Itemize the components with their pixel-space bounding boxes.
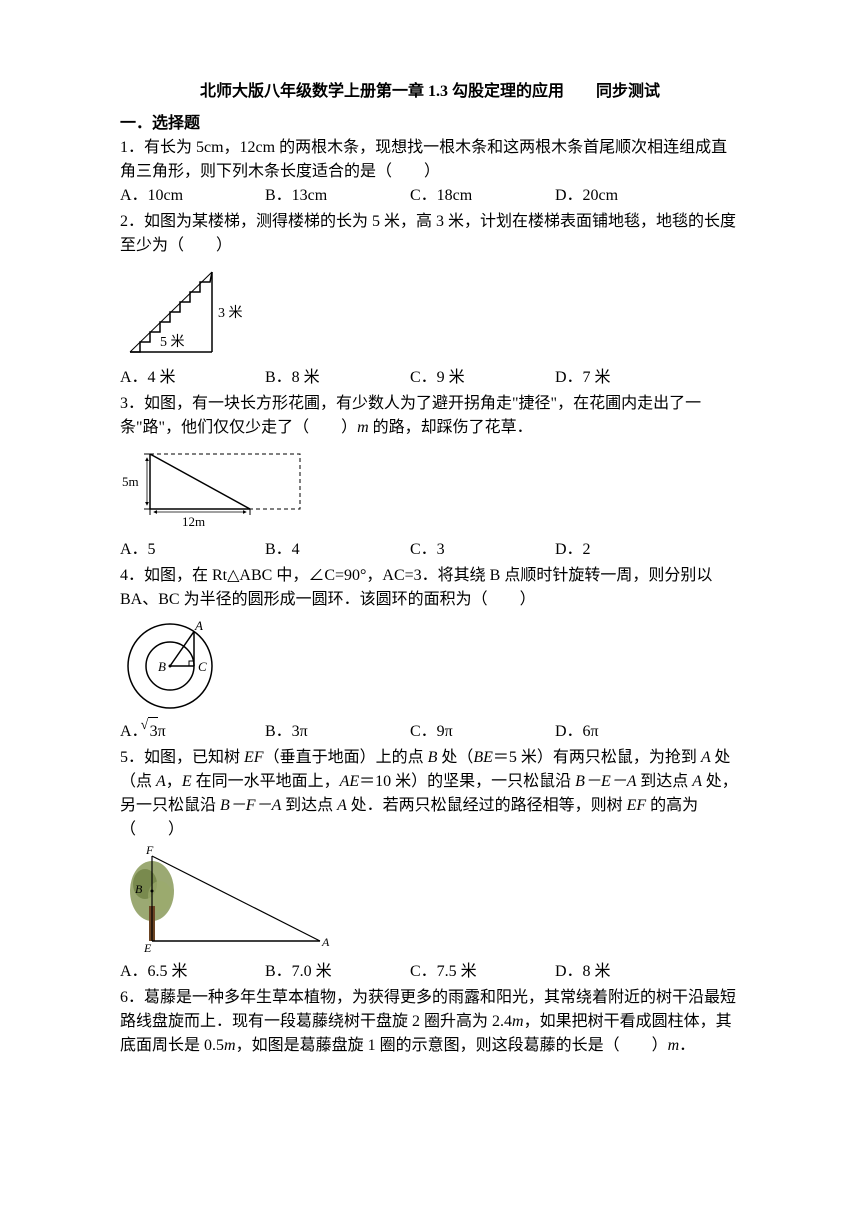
q4-label-a: A: [194, 618, 203, 633]
question-5: 5．如图，已知树 EF（垂直于地面）上的点 B 处（BE＝5 米）有两只松鼠，为…: [120, 746, 740, 984]
q2-option-b: B．8 米: [265, 366, 410, 390]
q6-text: 6．葛藤是一种多年生草本植物，为获得更多的雨露和阳光，其常绕着附近的树干沿最短路…: [120, 986, 740, 1058]
q5-option-d: D．8 米: [555, 960, 700, 984]
q1-option-b: B．13cm: [265, 184, 410, 208]
q4-opta-suffix: π: [158, 723, 166, 740]
staircase-diagram: 3 米 5 米: [120, 262, 280, 362]
q5-text: 5．如图，已知树 EF（垂直于地面）上的点 B 处（BE＝5 米）有两只松鼠，为…: [120, 746, 740, 842]
q3-option-a: A．5: [120, 538, 265, 562]
q5-ae: AE: [340, 773, 360, 790]
q4-label-c: C: [198, 659, 207, 674]
q5-a4: A: [337, 797, 350, 814]
q2-option-c: C．9 米: [410, 366, 555, 390]
ring-diagram: A B C: [120, 616, 230, 716]
q4-option-a: A．√3π: [120, 720, 265, 744]
q4-option-d: D．6π: [555, 720, 700, 744]
q3-options: A．5 B．4 C．3 D．2: [120, 538, 740, 562]
q2-height-label: 3 米: [218, 305, 243, 321]
tree-squirrel-diagram: F B E A: [120, 846, 340, 956]
q3-text-p2: 的路，却踩伤了花草．: [369, 419, 533, 436]
q5-label-f: F: [145, 846, 154, 857]
q5-a2: A: [156, 773, 166, 790]
q5-ef1: EF: [244, 749, 264, 766]
q1-option-a: A．10cm: [120, 184, 265, 208]
q5-p8: ＝10 米）的坚果，一只松鼠沿: [359, 773, 575, 790]
q4-option-c: C．9π: [410, 720, 555, 744]
q4-text: 4．如图，在 Rt△ABC 中，∠C=90°，AC=3．将其绕 B 点顺时针旋转…: [120, 564, 740, 612]
q2-base-label: 5 米: [160, 334, 185, 350]
q3-option-d: D．2: [555, 538, 700, 562]
q5-option-b: B．7.0 米: [265, 960, 410, 984]
section-header: 一．选择题: [120, 112, 740, 136]
q5-p3: 处（: [441, 749, 473, 766]
q5-p2: （垂直于地面）上的点: [264, 749, 428, 766]
q3-option-b: B．4: [265, 538, 410, 562]
q5-a3: A: [692, 773, 705, 790]
q1-options: A．10cm B．13cm C．18cm D．20cm: [120, 184, 740, 208]
q4-options: A．√3π B．3π C．9π D．6π: [120, 720, 740, 744]
q3-base-label: 12m: [182, 514, 205, 529]
q4-opta-val: 3: [148, 723, 158, 740]
q5-e1: E: [182, 773, 196, 790]
q6-m2: m: [224, 1037, 236, 1054]
q5-p12: 处．若两只松鼠经过的路径相等，则树: [351, 797, 627, 814]
q4-label-b: B: [158, 659, 166, 674]
q5-option-a: A．6.5 米: [120, 960, 265, 984]
q1-option-c: C．18cm: [410, 184, 555, 208]
q1-option-d: D．20cm: [555, 184, 700, 208]
q3-unit: m: [357, 419, 369, 436]
question-2: 2．如图为某楼梯，测得楼梯的长为 5 米，高 3 米，计划在楼梯表面铺地毯，地毯…: [120, 210, 740, 390]
q5-option-c: C．7.5 米: [410, 960, 555, 984]
q5-ef2: EF: [627, 797, 651, 814]
q6-m3: m: [668, 1037, 680, 1054]
question-1: 1．有长为 5cm，12cm 的两根木条，现想找一根木条和这两根木条首尾顺次相连…: [120, 136, 740, 208]
q5-options: A．6.5 米 B．7.0 米 C．7.5 米 D．8 米: [120, 960, 740, 984]
q3-figure: 5m 12m: [120, 444, 740, 534]
q5-p6: ，: [166, 773, 182, 790]
rectangle-shortcut-diagram: 5m 12m: [120, 444, 320, 534]
q2-option-d: D．7 米: [555, 366, 700, 390]
q5-be: BE: [473, 749, 493, 766]
q5-figure: F B E A: [120, 846, 740, 956]
q5-a1: A: [701, 749, 714, 766]
q3-height-label: 5m: [122, 474, 139, 489]
q5-label-e: E: [143, 941, 152, 955]
q6-p3: ，如图是葛藤盘旋 1 圈的示意图，则这段葛藤的长是（ ）: [236, 1037, 668, 1054]
q2-option-a: A．4 米: [120, 366, 265, 390]
q2-text: 2．如图为某楼梯，测得楼梯的长为 5 米，高 3 米，计划在楼梯表面铺地毯，地毯…: [120, 210, 740, 258]
q2-options: A．4 米 B．8 米 C．9 米 D．7 米: [120, 366, 740, 390]
q5-p11: 到达点: [285, 797, 337, 814]
q5-p1: 5．如图，已知树: [120, 749, 244, 766]
q5-path2: B－F－A: [220, 797, 285, 814]
q5-path1: B－E－A: [575, 773, 640, 790]
question-4: 4．如图，在 Rt△ABC 中，∠C=90°，AC=3．将其绕 B 点顺时针旋转…: [120, 564, 740, 744]
q5-p9: 到达点: [640, 773, 692, 790]
question-6: 6．葛藤是一种多年生草本植物，为获得更多的雨露和阳光，其常绕着附近的树干沿最短路…: [120, 986, 740, 1058]
q6-m1: m: [512, 1013, 524, 1030]
q4-figure: A B C: [120, 616, 740, 716]
document-title: 北师大版八年级数学上册第一章 1.3 勾股定理的应用 同步测试: [120, 80, 740, 104]
q5-p4: ＝5 米）有两只松鼠，为抢到: [493, 749, 701, 766]
q3-text: 3．如图，有一块长方形花圃，有少数人为了避开拐角走"捷径"，在花圃内走出了一条"…: [120, 392, 740, 440]
q4-option-b: B．3π: [265, 720, 410, 744]
q5-b1: B: [428, 749, 442, 766]
q6-p4: ．: [679, 1037, 695, 1054]
q5-label-b: B: [135, 882, 143, 896]
q1-text: 1．有长为 5cm，12cm 的两根木条，现想找一根木条和这两根木条首尾顺次相连…: [120, 136, 740, 184]
question-3: 3．如图，有一块长方形花圃，有少数人为了避开拐角走"捷径"，在花圃内走出了一条"…: [120, 392, 740, 562]
q2-figure: 3 米 5 米: [120, 262, 740, 362]
q3-option-c: C．3: [410, 538, 555, 562]
q5-label-a: A: [321, 935, 330, 949]
q5-p7: 在同一水平地面上，: [196, 773, 340, 790]
